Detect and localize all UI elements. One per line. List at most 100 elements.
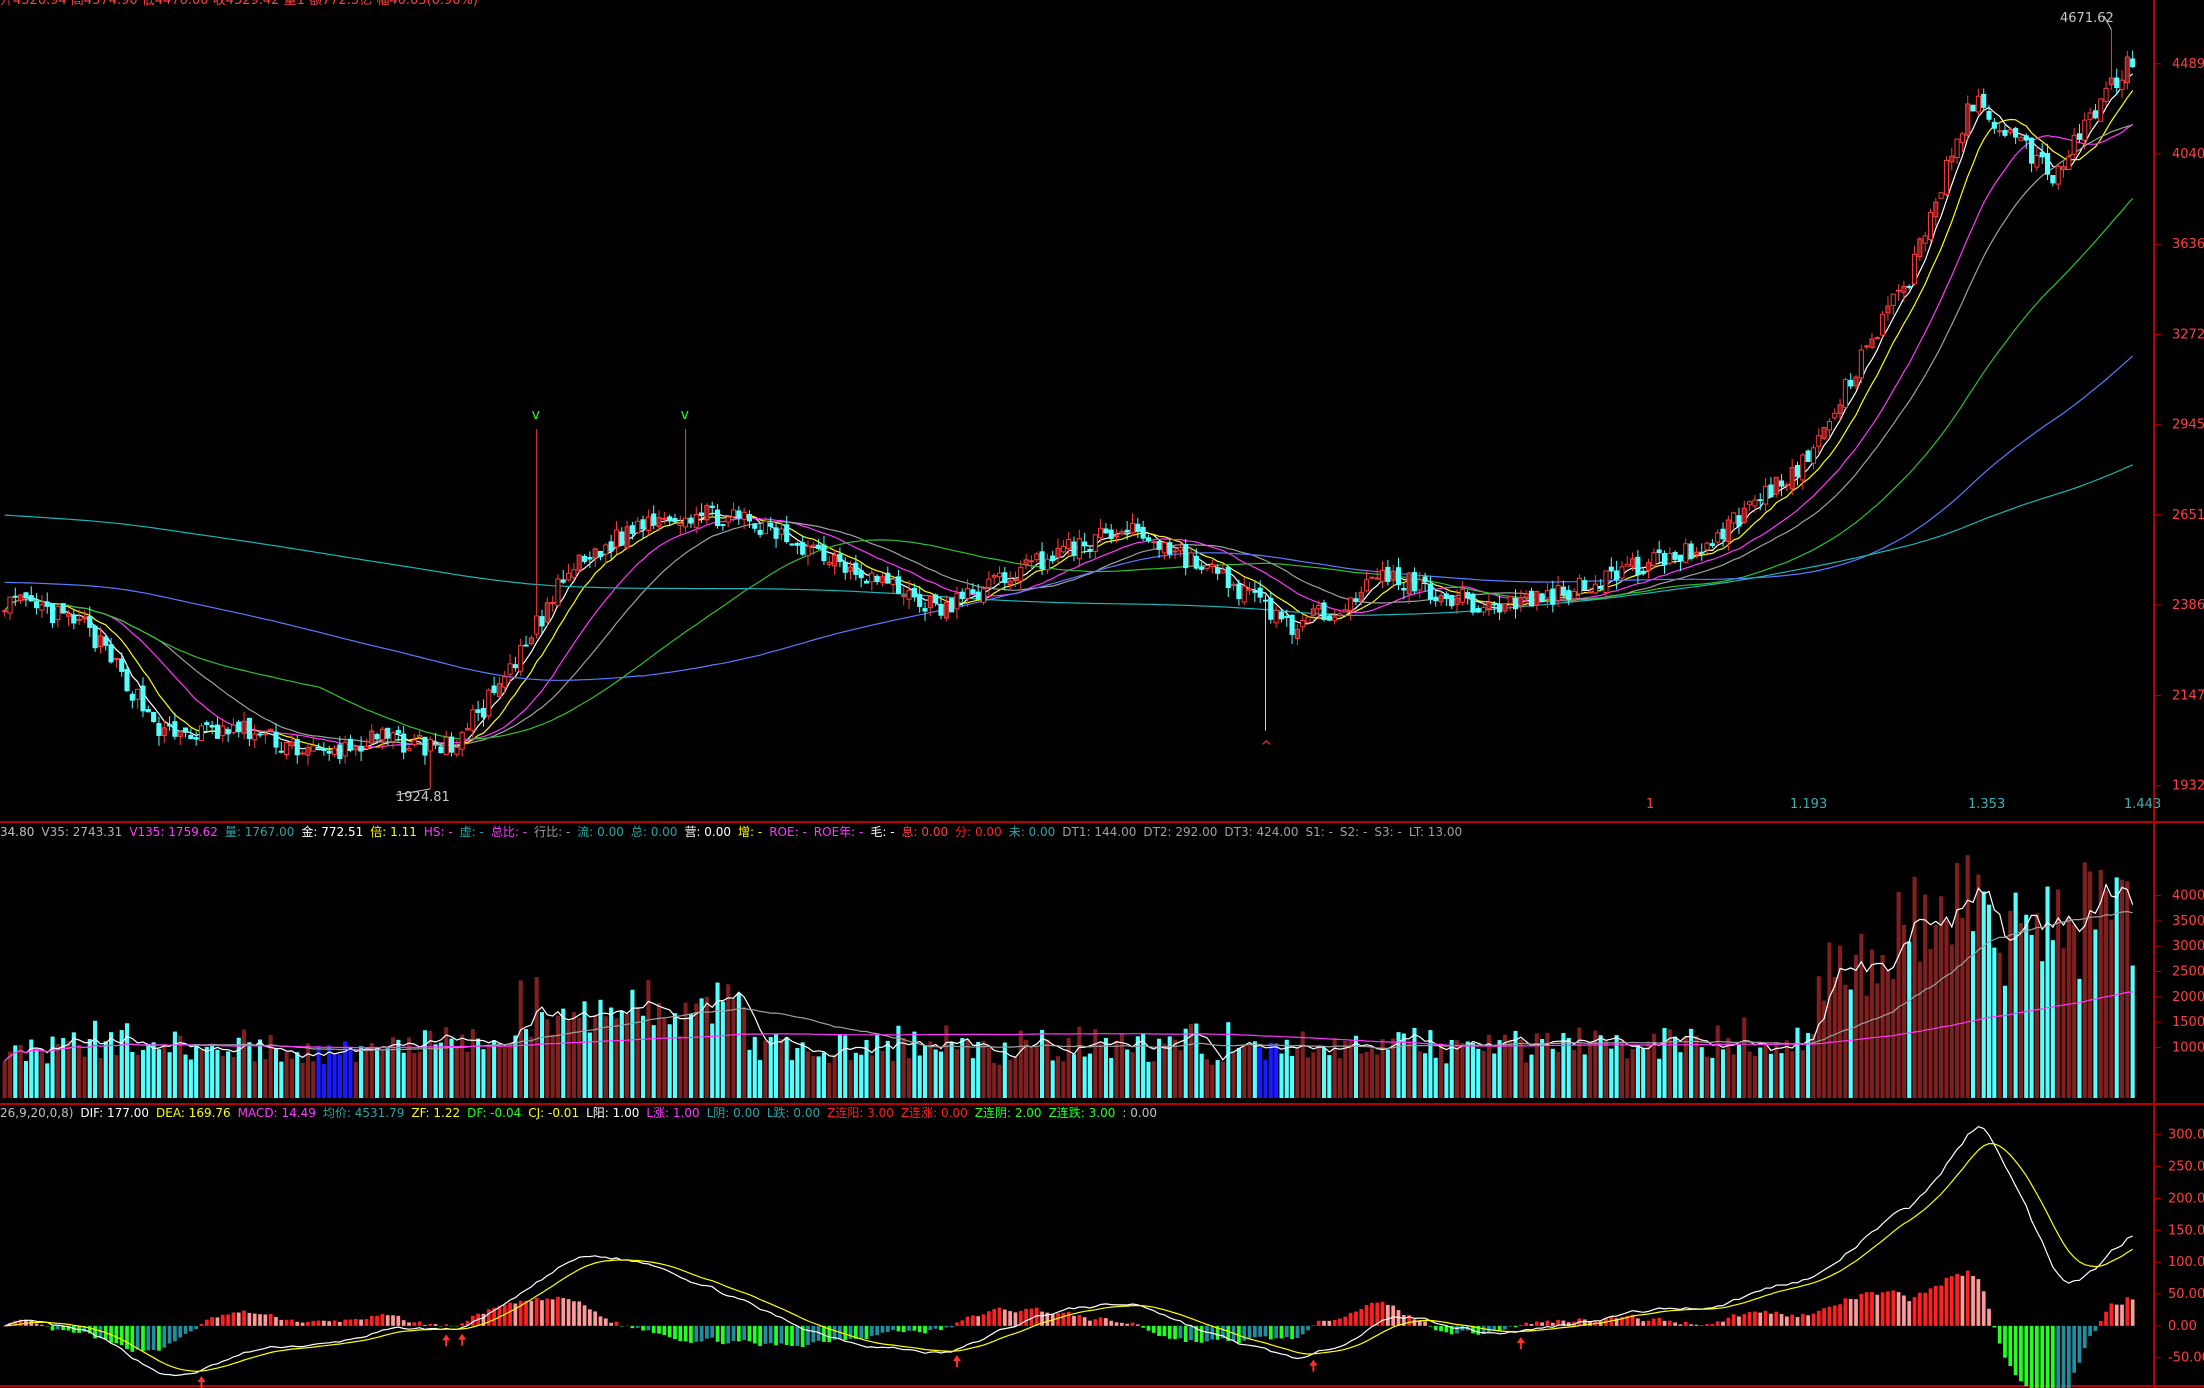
volume-bar[interactable] xyxy=(1348,1041,1353,1098)
volume-bar[interactable] xyxy=(976,1041,981,1098)
candle-body[interactable] xyxy=(182,727,189,733)
candle-body[interactable] xyxy=(1864,345,1870,348)
macd-bar[interactable] xyxy=(1167,1325,1172,1339)
volume-bar[interactable] xyxy=(1071,1054,1077,1098)
volume-bar[interactable] xyxy=(61,1038,66,1098)
volume-bar[interactable] xyxy=(1162,1043,1167,1098)
candle-body[interactable] xyxy=(1358,591,1364,601)
volume-bar[interactable] xyxy=(1907,941,1912,1098)
macd-bar[interactable] xyxy=(98,1325,103,1339)
volume-bar[interactable] xyxy=(1763,1043,1768,1098)
macd-bar[interactable] xyxy=(1253,1325,1257,1338)
volume-bar[interactable] xyxy=(1774,1041,1779,1098)
candle-body[interactable] xyxy=(2108,77,2114,86)
volume-bar[interactable] xyxy=(167,1052,172,1098)
macd-bar[interactable] xyxy=(417,1321,422,1326)
volume-bar[interactable] xyxy=(428,1030,433,1098)
volume-bar[interactable] xyxy=(1614,1035,1619,1098)
candle-body[interactable] xyxy=(975,591,981,600)
macd-bar[interactable] xyxy=(1524,1322,1529,1326)
volume-bar[interactable] xyxy=(1008,1059,1013,1098)
candle-body[interactable] xyxy=(917,594,923,607)
macd-bar[interactable] xyxy=(1306,1325,1310,1331)
volume-bar[interactable] xyxy=(359,1046,364,1098)
macd-bar[interactable] xyxy=(1189,1325,1193,1341)
volume-bar[interactable] xyxy=(1816,976,1821,1098)
macd-bar[interactable] xyxy=(1040,1311,1044,1326)
macd-bar[interactable] xyxy=(1322,1320,1326,1326)
candle-body[interactable] xyxy=(1757,499,1763,502)
candle-body[interactable] xyxy=(991,575,997,578)
macd-bar[interactable] xyxy=(369,1315,374,1326)
candle-body[interactable] xyxy=(315,746,322,749)
candle-body[interactable] xyxy=(1587,591,1593,594)
candle-body[interactable] xyxy=(986,578,992,588)
candle-body[interactable] xyxy=(193,737,199,740)
volume-bar[interactable] xyxy=(497,1043,502,1098)
candle-body[interactable] xyxy=(1720,528,1726,540)
volume-bar[interactable] xyxy=(2013,892,2018,1098)
candle-body[interactable] xyxy=(1656,549,1662,554)
volume-bar[interactable] xyxy=(523,1029,529,1098)
macd-bar[interactable] xyxy=(1120,1322,1124,1326)
macd-bar[interactable] xyxy=(279,1319,284,1326)
macd-bar[interactable] xyxy=(407,1322,411,1326)
candle-body[interactable] xyxy=(145,709,151,713)
candle-body[interactable] xyxy=(1699,551,1705,554)
macd-bar[interactable] xyxy=(1284,1325,1289,1338)
macd-bar[interactable] xyxy=(524,1300,528,1326)
volume-bar[interactable] xyxy=(1720,1049,1726,1098)
macd-bar[interactable] xyxy=(444,1324,449,1326)
volume-bar[interactable] xyxy=(912,1031,917,1098)
macd-bar[interactable] xyxy=(614,1321,619,1326)
volume-bar[interactable] xyxy=(2050,940,2055,1098)
volume-bar[interactable] xyxy=(1540,1038,1545,1098)
macd-bar[interactable] xyxy=(1338,1318,1342,1326)
macd-bar[interactable] xyxy=(1157,1325,1161,1337)
candle-body[interactable] xyxy=(943,601,949,619)
macd-bar[interactable] xyxy=(689,1325,693,1343)
candle-body[interactable] xyxy=(363,745,369,749)
candle-body[interactable] xyxy=(60,603,66,614)
macd-bar[interactable] xyxy=(1646,1320,1651,1326)
macd-bar[interactable] xyxy=(896,1325,901,1332)
volume-bar[interactable] xyxy=(1566,1037,1571,1098)
macd-bar[interactable] xyxy=(651,1325,656,1334)
candle-body[interactable] xyxy=(1667,552,1673,564)
macd-bar[interactable] xyxy=(236,1312,241,1326)
macd-bar[interactable] xyxy=(784,1325,789,1345)
macd-bar[interactable] xyxy=(1832,1305,1837,1326)
volume-bar[interactable] xyxy=(571,1012,576,1098)
candle-body[interactable] xyxy=(204,722,210,726)
volume-bar[interactable] xyxy=(1242,1044,1247,1098)
macd-bar[interactable] xyxy=(1295,1325,1300,1339)
candle-body[interactable] xyxy=(284,742,290,755)
macd-bar[interactable] xyxy=(1785,1316,1789,1326)
volume-bar[interactable] xyxy=(672,1013,678,1098)
macd-bar[interactable] xyxy=(1300,1325,1305,1335)
candle-body[interactable] xyxy=(911,587,917,598)
volume-bar[interactable] xyxy=(928,1041,933,1098)
macd-bar[interactable] xyxy=(715,1325,720,1342)
macd-bar[interactable] xyxy=(1492,1325,1497,1332)
candle-body[interactable] xyxy=(464,727,471,731)
volume-bar[interactable] xyxy=(172,1031,177,1098)
macd-bar[interactable] xyxy=(2056,1325,2061,1388)
candle-body[interactable] xyxy=(863,580,870,584)
macd-bar[interactable] xyxy=(1875,1294,1880,1326)
volume-bar[interactable] xyxy=(1848,989,1853,1098)
macd-bar[interactable] xyxy=(423,1324,427,1326)
volume-bar[interactable] xyxy=(726,984,731,1098)
volume-bar[interactable] xyxy=(1040,1029,1045,1098)
macd-pane[interactable] xyxy=(2,1126,2135,1388)
macd-bar[interactable] xyxy=(460,1323,465,1326)
candle-body[interactable] xyxy=(608,541,614,552)
macd-bar[interactable] xyxy=(1625,1315,1630,1326)
volume-bar[interactable] xyxy=(715,982,720,1098)
macd-bar[interactable] xyxy=(1455,1325,1459,1334)
candle-body[interactable] xyxy=(198,725,205,742)
macd-bar[interactable] xyxy=(449,1325,454,1327)
macd-bar[interactable] xyxy=(806,1325,810,1345)
candle-body[interactable] xyxy=(1576,577,1582,595)
macd-bar[interactable] xyxy=(1699,1325,1704,1327)
